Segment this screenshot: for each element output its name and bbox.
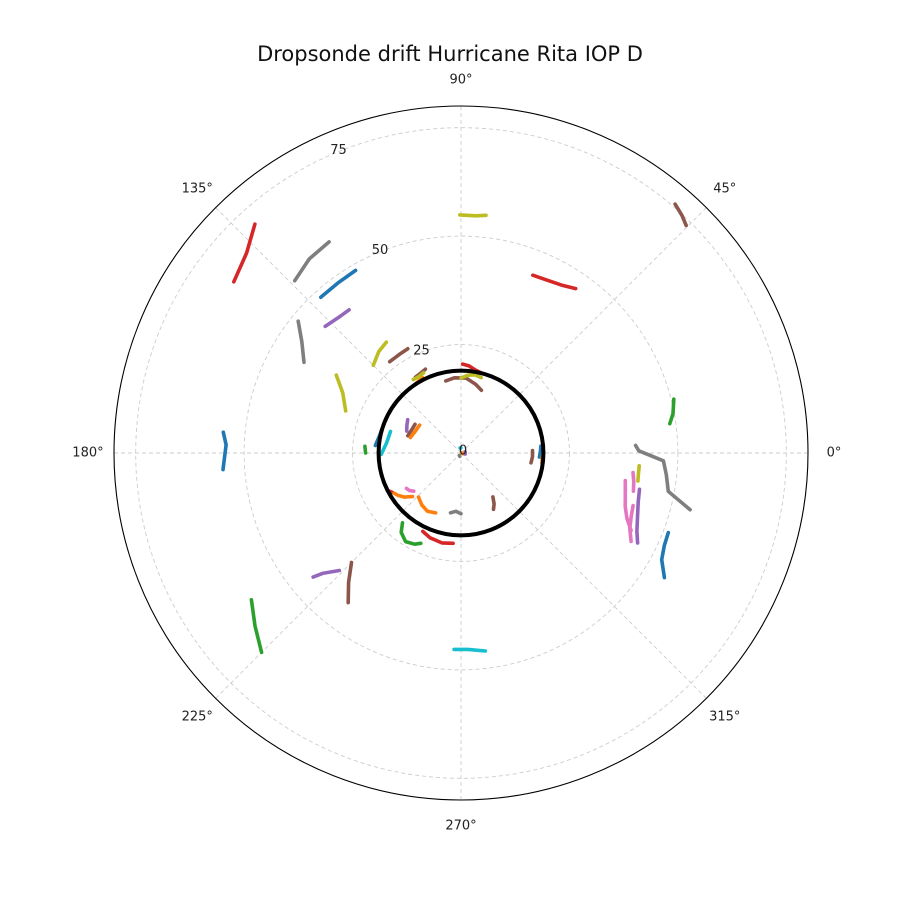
drift-track (491, 495, 496, 512)
radial-gridline (460, 452, 707, 699)
drift-track (635, 487, 642, 545)
theta-tick-label: 135° (182, 182, 213, 197)
r-tick-label: 50 (372, 243, 389, 258)
drift-track (221, 430, 228, 472)
drift-track (363, 444, 368, 455)
theta-tick-label: 0° (827, 446, 842, 461)
drift-track (448, 509, 463, 516)
drift-track (379, 429, 393, 457)
drift-track (387, 346, 410, 364)
drift-track (636, 464, 641, 483)
polar-frame (113, 105, 809, 801)
drift-track (537, 444, 543, 459)
drift-track (311, 568, 342, 579)
drift-track (292, 240, 331, 283)
drift-track (371, 340, 389, 368)
drift-track (392, 491, 415, 499)
theta-tick-label: 90° (449, 72, 472, 87)
drift-track (628, 503, 635, 544)
drift-track (296, 319, 306, 365)
drift-track (399, 521, 423, 546)
drift-tracks (221, 202, 692, 655)
drift-track (458, 213, 488, 218)
chart-title: Dropsonde drift Hurricane Rita IOP D (257, 42, 643, 66)
drift-track (408, 423, 422, 440)
circular-gridline (135, 127, 787, 779)
circular-gridline (243, 235, 679, 671)
polar-outer-frame (113, 105, 809, 801)
drift-track (411, 371, 426, 382)
r-tick-label: 0 (459, 444, 467, 459)
drift-track (668, 397, 676, 426)
radial-gridline (215, 207, 462, 454)
drift-track (232, 222, 257, 284)
theta-tick-label: 315° (709, 709, 740, 724)
reference-circle-layer (376, 368, 546, 538)
theta-tick-label: 180° (72, 446, 103, 461)
theta-tick-label: 225° (182, 709, 213, 724)
drift-track (673, 202, 688, 228)
radial-gridline (215, 452, 462, 699)
drift-track (659, 530, 671, 580)
r-tick-label: 25 (413, 343, 430, 358)
drift-track (421, 529, 455, 546)
r-tick-label: 75 (330, 143, 347, 158)
drift-track (443, 376, 484, 393)
theta-tick-label: 270° (445, 819, 476, 834)
drift-track (529, 448, 535, 465)
drift-track (406, 422, 417, 438)
drift-track (249, 598, 264, 655)
drift-track (459, 373, 483, 380)
drift-track (346, 560, 354, 605)
polar-grid (114, 106, 808, 800)
drift-track (334, 373, 348, 413)
drift-track (631, 470, 636, 493)
reference-circle (376, 368, 546, 538)
circular-gridline (352, 344, 570, 562)
drift-track (404, 417, 410, 433)
drift-track (323, 308, 351, 329)
tick-labels: 0° 45° 90° 135° 180° 225° 270° 315° 0 25 50 75 (72, 72, 841, 833)
drift-track (404, 486, 416, 493)
drift-track (623, 478, 633, 533)
drift-track (531, 273, 578, 291)
drift-track (416, 495, 438, 515)
radial-gridline (460, 207, 707, 454)
drift-track (319, 268, 358, 300)
drift-track (452, 647, 488, 653)
drift-track (457, 453, 462, 459)
theta-tick-label: 45° (713, 182, 736, 197)
drift-track (633, 443, 692, 512)
